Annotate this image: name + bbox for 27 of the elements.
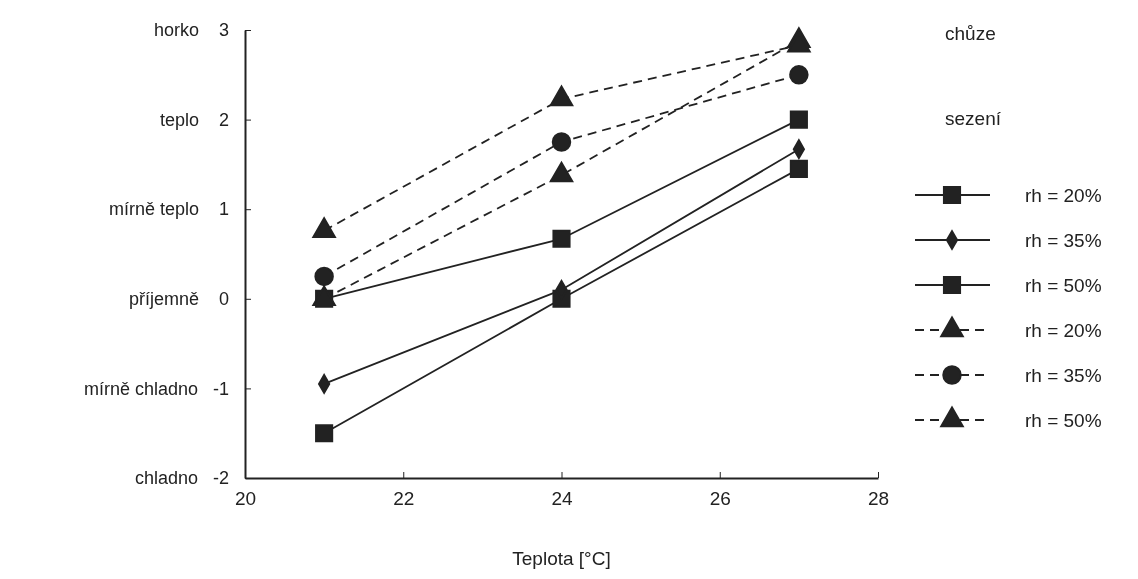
y-tick-label: mírně chladno -1 [83, 378, 229, 399]
legend-label: rh = 50% [1025, 410, 1102, 431]
x-tick-label: 26 [709, 488, 731, 510]
legend-label: rh = 50% [1025, 275, 1102, 296]
legend-label: rh = 35% [1025, 230, 1102, 251]
y-tick-label: mírně teplo 1 [108, 199, 229, 220]
y-tick-label: příjemně 0 [128, 289, 229, 310]
point [315, 424, 334, 443]
legend-label: rh = 35% [1025, 365, 1102, 386]
x-tick-label: 22 [393, 488, 415, 510]
point [789, 159, 808, 178]
point [314, 266, 334, 287]
x-tick-label: 20 [234, 488, 257, 510]
legend-label: rh = 20% [1025, 185, 1102, 206]
text: chůze [945, 23, 996, 44]
x-tick-label: 28 [867, 488, 890, 510]
legend-label: rh = 20% [1025, 320, 1102, 341]
y-tick-label: chladno -2 [134, 468, 229, 489]
y-tick-label: horko 3 [153, 20, 229, 41]
x-axis-title: Teplota [°C] [512, 548, 611, 569]
point [552, 229, 571, 248]
point [551, 132, 572, 152]
x-tick-label: 24 [551, 488, 573, 510]
text: sezení [945, 108, 1002, 129]
y-tick-label: teplo 2 [159, 109, 229, 130]
point [789, 110, 808, 129]
point [789, 65, 809, 85]
